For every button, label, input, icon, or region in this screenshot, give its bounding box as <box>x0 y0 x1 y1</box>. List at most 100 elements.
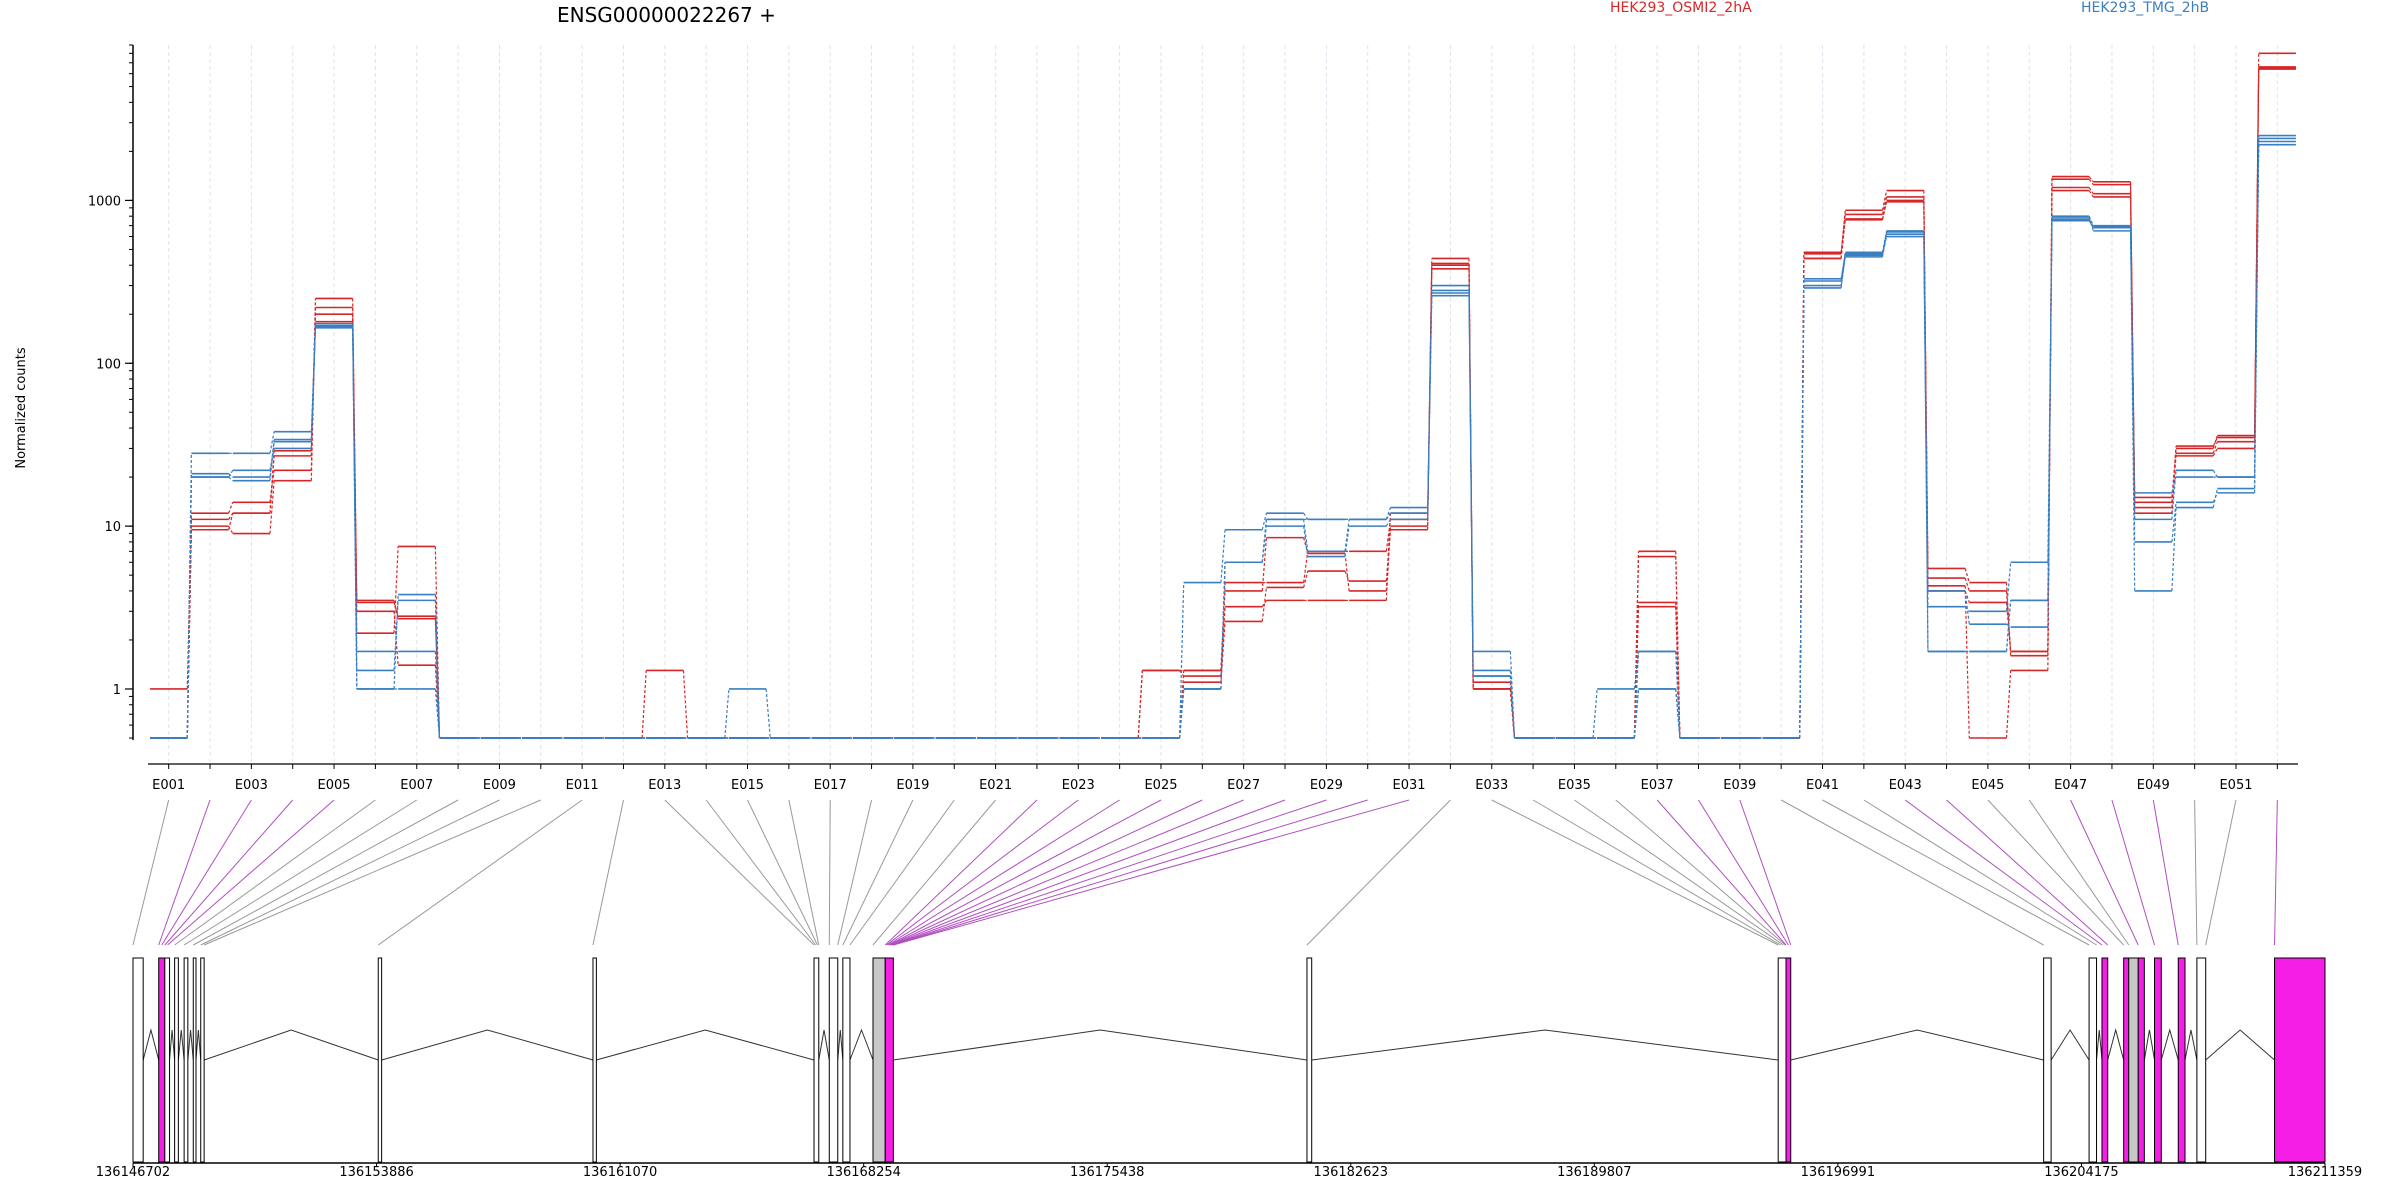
series-connector <box>434 651 441 739</box>
grid-layer <box>168 45 2278 762</box>
series-connector <box>1344 553 1350 591</box>
exon-connector <box>164 799 294 946</box>
series-connector <box>1840 255 1846 289</box>
series-connector <box>1840 218 1846 259</box>
series-connector <box>393 600 399 671</box>
y-tick-label: 100 <box>96 357 121 372</box>
series-connector <box>1964 577 1970 592</box>
exon-box <box>1785 957 1792 1163</box>
exon-connector <box>1656 799 1787 946</box>
series-connector <box>1881 236 1888 256</box>
exon-connector <box>183 799 418 946</box>
exon-box <box>884 957 894 1163</box>
exon-connector <box>788 799 820 946</box>
series-layer <box>150 52 2296 739</box>
exon-box <box>2177 957 2186 1163</box>
exon-connector <box>132 799 170 946</box>
exon-connector <box>1780 799 2044 946</box>
exon-connector <box>886 799 1079 946</box>
intron <box>169 1029 176 1061</box>
exon-connector <box>1863 799 2097 946</box>
series-connector <box>1303 526 1309 557</box>
exon-connector <box>1615 799 1786 946</box>
series-connector <box>1137 670 1143 739</box>
series-connector <box>269 480 275 534</box>
series-connector <box>1509 688 1516 739</box>
exon-tick-label: E019 <box>896 778 929 793</box>
exon-connector <box>1698 799 1789 946</box>
series-connector <box>228 470 234 478</box>
intron <box>381 1029 594 1061</box>
y-axis-label: Normalized counts <box>14 347 29 469</box>
series-connector <box>434 594 441 739</box>
series-connector <box>1881 196 1888 215</box>
series-connector <box>1385 513 1392 591</box>
genomic-coordinate-label: 136204175 <box>2044 1165 2118 1180</box>
series-connector <box>1220 529 1226 583</box>
series-connector <box>1385 512 1391 520</box>
genomic-coordinate-label: 136189807 <box>1557 1165 1631 1180</box>
series-connector <box>2171 476 2177 494</box>
series-connector <box>641 670 647 739</box>
exon-connector <box>893 799 1368 946</box>
exon-box <box>174 957 179 1163</box>
exon-tick-label: E029 <box>1310 778 1343 793</box>
exon-connector <box>891 799 1244 946</box>
exon-connector <box>849 799 955 946</box>
exon-tick-label: E001 <box>152 778 185 793</box>
exon-connector <box>2205 799 2237 946</box>
exon-tick-label: E011 <box>566 778 599 793</box>
series-connector <box>1509 670 1516 739</box>
exon-connector <box>872 799 996 946</box>
series-connector <box>1881 234 1888 257</box>
intron <box>195 1029 202 1061</box>
series-connector <box>2212 441 2218 454</box>
series-connector <box>269 441 275 481</box>
series-connector <box>2006 623 2011 628</box>
connector-layer <box>132 799 2278 946</box>
series-connector <box>310 327 317 440</box>
genomic-coordinate-label: 136146702 <box>96 1165 170 1180</box>
exon-connector <box>890 799 1203 946</box>
intron <box>142 1028 160 1061</box>
legend-entry-tmg: HEK293_TMG_2hB <box>2081 0 2209 16</box>
series-connector <box>1881 201 1888 220</box>
genomic-coordinate-label: 136196991 <box>1801 1165 1875 1180</box>
series-connector <box>1633 551 1640 739</box>
series-connector <box>2088 187 2094 194</box>
series-connector <box>2171 502 2177 542</box>
series-connector <box>2212 448 2218 457</box>
series-8 <box>150 137 2296 739</box>
exon-tick-label: E015 <box>731 778 764 793</box>
series-connector <box>1881 190 1888 211</box>
exon-box <box>2128 957 2139 1163</box>
intron <box>1311 1029 1779 1061</box>
genomic-coordinate-label: 136161070 <box>583 1165 657 1180</box>
series-connector <box>2088 217 2094 232</box>
exon-connector <box>1574 799 1784 946</box>
intron <box>2160 1028 2179 1061</box>
exon-box <box>164 957 171 1163</box>
series-connector <box>2253 138 2260 489</box>
series-connector <box>1303 537 1309 554</box>
series-connector <box>1633 651 1640 739</box>
series-connector <box>2088 178 2094 185</box>
exon-box <box>1306 957 1313 1163</box>
exon-box <box>1777 957 1787 1163</box>
exon-tick-label: E049 <box>2137 778 2170 793</box>
exon-box <box>2101 957 2109 1163</box>
exon-connector <box>377 799 583 946</box>
axis-layer: 1 10 100 1000 E001 E003 E005 E007 E009 E011 E013 E0… <box>88 44 2298 793</box>
series-connector <box>2088 220 2094 228</box>
series-connector <box>2129 230 2136 520</box>
series-connector <box>2171 455 2177 508</box>
series-connector <box>310 326 317 449</box>
exon-connector <box>1491 799 1779 946</box>
exon-connector <box>892 799 1327 946</box>
series-connector <box>269 455 275 514</box>
series-connector <box>228 473 234 478</box>
series-connector <box>1468 293 1474 677</box>
series-connector <box>1261 587 1268 622</box>
y-tick-label: 10 <box>104 520 121 535</box>
